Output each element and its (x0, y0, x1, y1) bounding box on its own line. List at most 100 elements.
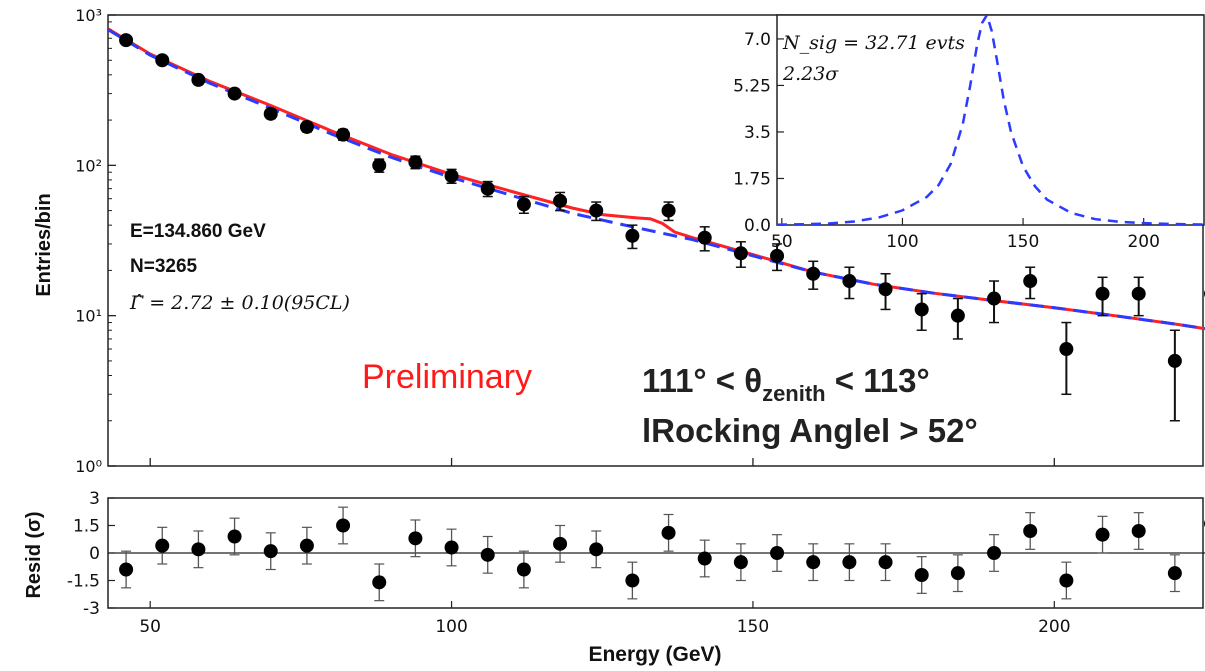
nsig-annotation: N_sig = 32.71 evts (782, 32, 965, 54)
residual-marker (299, 538, 314, 553)
inset-panel: 0.0 1.75 3.5 5.25 7.0 50 100 150 200 N_sig = 32.… (733, 14, 1205, 252)
main-marker (516, 197, 531, 212)
main-data-point (516, 195, 531, 215)
main-marker (661, 203, 676, 218)
residual-data-point (191, 530, 206, 569)
residual-marker (480, 547, 495, 562)
residual-data-point (661, 513, 676, 552)
residual-marker (1023, 524, 1038, 538)
main-y-ticks: 10⁰ 10¹ 10² 10³ (75, 6, 116, 476)
main-marker (733, 246, 748, 261)
main-data-point (661, 201, 676, 222)
residual-data-point (987, 534, 1002, 572)
residual-marker (878, 555, 893, 570)
residual-data-point (914, 556, 929, 594)
inset-y-tick-label: 3.5 (744, 123, 771, 143)
residual-marker (661, 525, 676, 540)
main-data-point (806, 260, 821, 290)
residual-data-point (299, 526, 314, 565)
residual-marker (770, 546, 785, 560)
residual-marker (1059, 573, 1074, 588)
residual-marker (625, 573, 640, 588)
main-y-tick-label: 10¹ (75, 307, 102, 326)
residual-ticks: 3 1.5 0 -1.5 -3 50 100 150 200 (67, 489, 1071, 637)
main-marker (191, 72, 206, 87)
gamma-annotation: Γ̂ = 2.72 ± 0.10(95CL) (129, 292, 350, 314)
residual-data-point (1059, 561, 1074, 600)
main-marker (589, 203, 604, 218)
residual-data-point (1023, 512, 1038, 550)
residual-marker (263, 544, 278, 559)
residual-marker (950, 566, 965, 581)
residual-data-point (697, 539, 712, 578)
inset-x-tick-label: 150 (1007, 232, 1039, 252)
residual-marker (842, 555, 857, 570)
residual-x-tick-label: 200 (1038, 617, 1070, 637)
residual-data-point (589, 530, 604, 569)
residual-x-tick-label: 50 (139, 617, 161, 637)
residual-marker (191, 542, 206, 557)
residual-data-point (444, 528, 459, 567)
residual-data-point (625, 561, 640, 600)
main-marker (1023, 274, 1038, 289)
main-marker (950, 308, 965, 323)
residual-data-point (119, 550, 134, 589)
main-marker (480, 181, 495, 196)
main-data-point (480, 180, 495, 198)
main-y-tick-label: 10⁰ (75, 457, 102, 476)
residual-marker (516, 562, 531, 577)
residual-y-tick-label: -3 (83, 599, 100, 619)
inset-y-tick-label: 5.25 (733, 76, 771, 96)
x-axis-label: Energy (GeV) (588, 643, 721, 666)
main-marker (227, 86, 242, 101)
residual-marker (372, 575, 387, 590)
inset-y-tick-label: 7.0 (744, 30, 771, 50)
residual-marker (589, 542, 604, 557)
residual-data-point (733, 543, 748, 582)
residual-marker (1167, 566, 1182, 581)
main-data-point (372, 158, 387, 173)
main-data-point (842, 266, 857, 300)
residual-marker (119, 562, 134, 577)
main-marker (878, 282, 893, 297)
main-marker (155, 53, 170, 68)
main-data-point (697, 226, 712, 252)
zenith-cut-label: 111° < θzenith < 113° (642, 362, 930, 406)
main-data-point (914, 292, 929, 331)
main-x-ticks (149, 458, 1055, 466)
main-data-point (336, 127, 351, 142)
residual-x-tick-label: 100 (435, 617, 467, 637)
residual-marker (408, 531, 423, 546)
residual-data-point (516, 550, 531, 589)
residual-data-point (372, 563, 387, 602)
residual-y-tick-label: 1.5 (73, 517, 100, 537)
main-marker (263, 106, 278, 121)
residual-marker (444, 540, 459, 555)
residual-marker (697, 551, 712, 566)
residual-y-tick-label: 0 (89, 544, 100, 564)
inset-x-tick-label: 200 (1127, 232, 1159, 252)
inset-ticks: 0.0 1.75 3.5 5.25 7.0 50 100 150 200 (733, 30, 1160, 252)
main-marker (299, 119, 314, 134)
main-marker (553, 193, 568, 208)
residual-data-point (878, 543, 893, 582)
main-marker (1131, 286, 1146, 301)
residual-data-point (950, 554, 965, 593)
main-marker (408, 155, 423, 170)
main-y-tick-label: 10² (75, 156, 102, 175)
main-data-point (733, 241, 748, 268)
main-data-point (878, 273, 893, 311)
residual-marker (733, 555, 748, 570)
residual-data-point (408, 519, 423, 558)
main-marker (1095, 286, 1110, 301)
main-data-point (191, 72, 206, 87)
main-data-point (1059, 321, 1074, 396)
main-data-point (1023, 266, 1038, 300)
residual-marker (227, 529, 242, 544)
main-marker (914, 302, 929, 317)
residual-y-tick-label: 3 (89, 489, 100, 509)
main-y-axis-label: Entries/bin (33, 193, 55, 296)
residual-data-point (1095, 515, 1110, 554)
residual-data-point (227, 517, 242, 556)
